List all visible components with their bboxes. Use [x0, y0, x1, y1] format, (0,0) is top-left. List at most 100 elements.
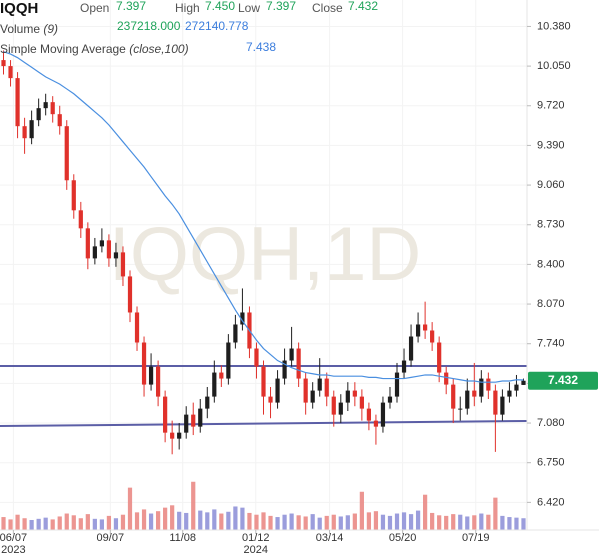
volume-bar	[493, 497, 498, 530]
volume-bar	[275, 517, 280, 530]
volume-bar	[99, 519, 104, 530]
volume-bar	[380, 514, 386, 530]
volume-bar	[338, 516, 343, 530]
candle-body	[408, 336, 414, 361]
candle-body	[155, 366, 161, 397]
volume-bar	[430, 512, 435, 530]
volume-bar	[155, 511, 161, 530]
volume-bar	[163, 507, 168, 530]
legend-label: High	[175, 1, 200, 15]
volume-bar	[366, 512, 372, 530]
candle-body	[43, 102, 48, 109]
volume-bar	[303, 516, 308, 530]
candle-body	[479, 378, 484, 397]
indicator-params: (close,100)	[129, 42, 188, 56]
candle-body	[198, 408, 203, 427]
volume-bar	[514, 517, 519, 530]
volume-bar	[331, 514, 336, 530]
volume-bar	[127, 487, 133, 530]
volume-bar	[64, 513, 69, 530]
volume-bar	[289, 513, 294, 530]
candle-body	[127, 276, 133, 313]
volume-bar	[177, 511, 182, 530]
x-tick-label: 05/20	[389, 532, 417, 544]
price-label-box	[528, 371, 598, 390]
trend-line	[0, 419, 528, 428]
candle-body	[465, 390, 470, 409]
volume-bar	[444, 515, 449, 530]
indicator-params: (9)	[43, 22, 58, 36]
candle-body	[296, 348, 301, 379]
volume-bar	[1, 517, 6, 530]
indicator-value: 7.438	[246, 40, 276, 54]
volume-bar	[106, 515, 112, 530]
candle-body	[387, 396, 393, 403]
volume-bar	[423, 494, 428, 530]
candle-body	[170, 432, 175, 439]
volume-bar	[240, 507, 245, 530]
candle-body	[1, 60, 6, 67]
legend-value: 7.450	[205, 0, 235, 13]
candle-body	[184, 414, 189, 433]
candle-body	[15, 78, 20, 127]
volume-bar	[500, 515, 505, 530]
sma-line	[3, 51, 524, 383]
candle-body	[458, 408, 463, 410]
volume-bar	[219, 513, 224, 530]
volume-bar	[296, 515, 301, 530]
volume-bar	[324, 515, 329, 530]
volume-bar	[387, 515, 393, 530]
candle-body	[71, 180, 76, 211]
volume-bar	[8, 519, 13, 530]
symbol: IQQH	[0, 0, 38, 17]
volume-bar	[57, 516, 62, 530]
candle-body	[226, 342, 231, 379]
x-tick-label: 06/07	[0, 532, 27, 544]
volume-bar	[282, 514, 287, 530]
candle-body	[85, 228, 90, 259]
volume-bar	[310, 514, 315, 530]
y-tick-label: 10.380	[537, 20, 571, 32]
candle-body	[36, 108, 41, 121]
candle-body	[92, 246, 97, 259]
indicator-value: 237218.000	[117, 19, 181, 33]
volume-bar	[268, 515, 273, 530]
candle-body	[415, 324, 421, 337]
candle-body	[8, 66, 13, 79]
y-tick-label: 8.400	[537, 258, 565, 270]
volume-bar	[317, 517, 322, 530]
volume-bar	[212, 509, 217, 530]
candle-body	[394, 372, 400, 397]
candle-body	[310, 390, 315, 403]
volume-bar	[479, 513, 484, 530]
candle-body	[233, 324, 238, 343]
indicator-value: 272140.778	[185, 19, 249, 33]
price-label: 7.432	[548, 373, 578, 387]
candle-body	[212, 372, 217, 397]
volume-bar	[43, 517, 48, 530]
candle-body	[57, 114, 62, 127]
y-tick-label: 6.420	[537, 496, 565, 508]
candle-body	[29, 120, 34, 139]
volume-bar	[205, 512, 210, 530]
volume-bar	[233, 506, 238, 530]
volume-bar	[78, 518, 83, 530]
volume-bar	[36, 518, 41, 530]
candle-body	[324, 378, 329, 397]
candle-body	[64, 126, 69, 181]
candle-body	[507, 390, 512, 397]
candle-body	[437, 342, 442, 373]
y-tick-label: 9.390	[537, 139, 565, 151]
candle-body	[219, 372, 224, 379]
candle-body	[514, 384, 519, 391]
candle-body	[120, 252, 126, 277]
legend-value: 7.397	[266, 0, 296, 13]
candle-body	[113, 252, 119, 259]
volume-bar	[254, 514, 259, 530]
indicator-name: Volume	[0, 22, 40, 36]
volume-bar	[29, 520, 34, 530]
candle-body	[191, 414, 196, 427]
volume-bar	[521, 518, 526, 530]
